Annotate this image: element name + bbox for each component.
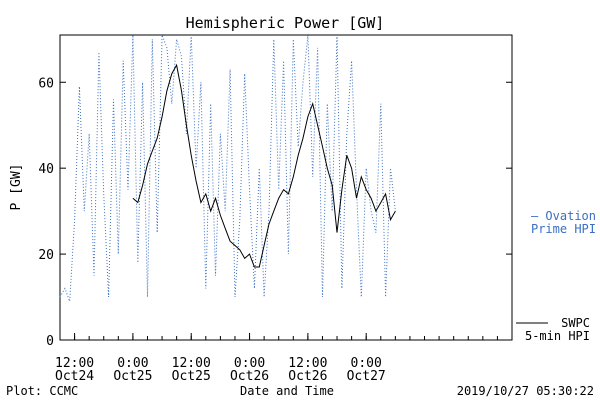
y-tick-label: 0 — [46, 334, 54, 349]
x-tick-day-label: Oct25 — [113, 369, 152, 384]
series-ovation-prime-hpi — [59, 34, 396, 302]
x-axis: 12:00Oct240:00Oct2512:00Oct250:00Oct2612… — [55, 333, 513, 384]
x-tick-time-label: 12:00 — [55, 356, 94, 371]
ovation-line — [59, 34, 396, 302]
legend-swpc-line1: SWPC — [561, 316, 590, 330]
legend-ovation-line2: Prime HPI — [531, 222, 596, 236]
x-tick-time-label: 12:00 — [288, 356, 327, 371]
plot-border — [59, 34, 513, 341]
x-tick-day-label: Oct26 — [288, 369, 327, 384]
y-tick-label: 60 — [38, 76, 54, 91]
plot-area — [59, 34, 513, 341]
x-tick-time-label: 12:00 — [172, 356, 211, 371]
x-axis-label: Date and Time — [240, 384, 334, 398]
chart-title: Hemispheric Power [GW] — [186, 14, 385, 32]
y-axis-label: P [GW] — [9, 164, 24, 211]
legend-ovation-line1: — Ovation — [531, 209, 596, 223]
y-tick-label: 40 — [38, 162, 54, 177]
x-tick-time-label: 0:00 — [117, 356, 148, 371]
x-tick-day-label: Oct26 — [230, 369, 269, 384]
x-tick-day-label: Oct25 — [172, 369, 211, 384]
y-axis: 0 20 40 60 — [38, 76, 512, 349]
legend-swpc-line2: 5-min HPI — [525, 329, 590, 343]
x-tick-time-label: 0:00 — [234, 356, 265, 371]
y-tick-label: 20 — [38, 248, 54, 263]
swpc-line — [132, 63, 396, 268]
footer-timestamp: 2019/10/27 05:30:22 — [457, 384, 594, 398]
x-tick-day-label: Oct24 — [55, 369, 94, 384]
x-tick-day-label: Oct27 — [347, 369, 386, 384]
footer-credit: Plot: CCMC — [6, 384, 78, 398]
series-swpc-5min-hpi — [132, 63, 396, 268]
x-tick-time-label: 0:00 — [351, 356, 382, 371]
